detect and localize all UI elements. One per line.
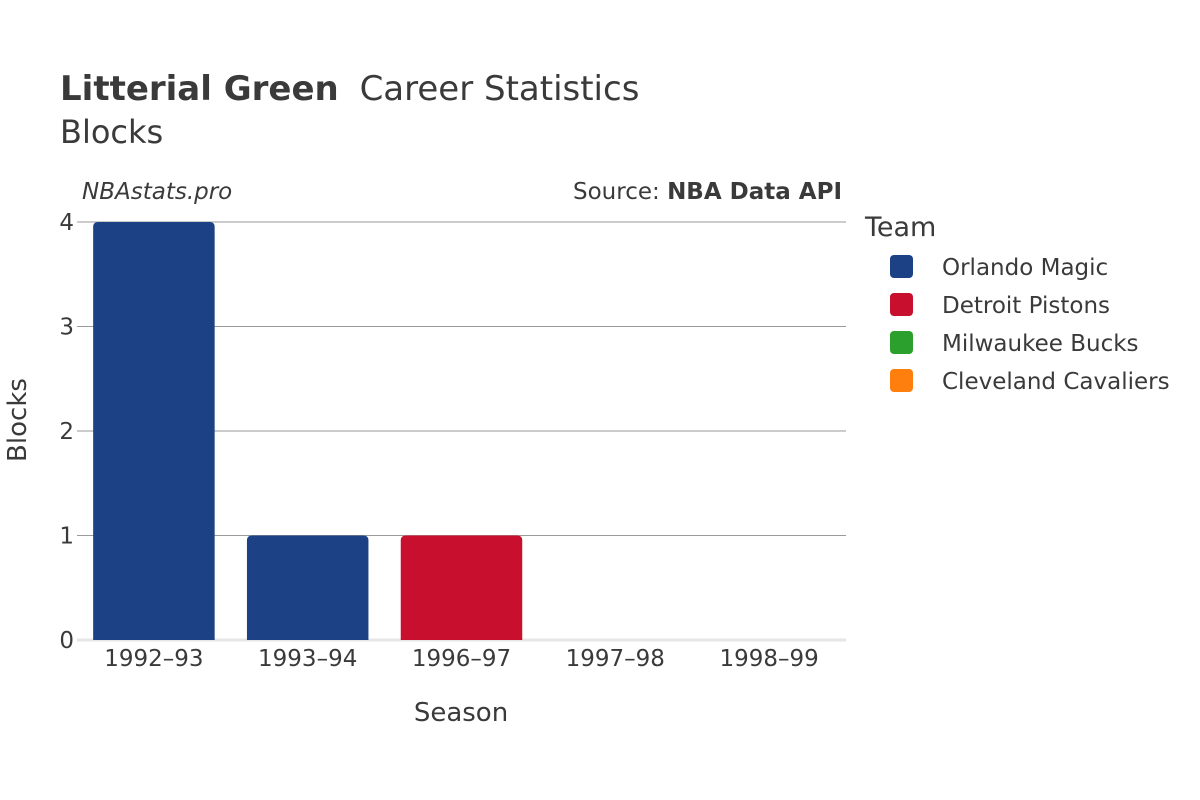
x-tick-label: 1992–93 bbox=[104, 646, 203, 672]
y-tick-label: 0 bbox=[59, 628, 74, 654]
y-tick-label: 2 bbox=[59, 419, 74, 445]
legend-swatch[interactable] bbox=[890, 255, 913, 278]
legend-swatch[interactable] bbox=[890, 331, 913, 354]
legend: Team Orlando Magic Detroit Pistons Milwauk… bbox=[864, 212, 1170, 395]
legend-label[interactable]: Cleveland Cavaliers bbox=[942, 369, 1170, 395]
legend-swatch[interactable] bbox=[890, 293, 913, 316]
legend-label[interactable]: Detroit Pistons bbox=[942, 293, 1110, 319]
legend-title: Team bbox=[864, 212, 936, 243]
y-axis-title: Blocks bbox=[3, 378, 33, 462]
y-tick-labels: 0 1 2 3 4 bbox=[59, 210, 74, 654]
x-tick-labels: 1992–93 1993–94 1996–97 1997–98 1998–99 bbox=[104, 646, 819, 672]
bar[interactable] bbox=[400, 535, 523, 641]
x-tick-label: 1998–99 bbox=[719, 646, 818, 672]
bars bbox=[93, 222, 523, 641]
legend-label[interactable]: Milwaukee Bucks bbox=[942, 331, 1139, 357]
chart-title: Litterial Green Career Statistics bbox=[60, 69, 639, 109]
y-tick-label: 3 bbox=[59, 315, 74, 341]
source-text: Source: NBA Data API bbox=[573, 179, 842, 205]
chart-title-player: Litterial Green bbox=[60, 69, 339, 109]
legend-label[interactable]: Orlando Magic bbox=[942, 255, 1108, 281]
source-label: Source: bbox=[573, 179, 667, 205]
chart-title-suffix: Career Statistics bbox=[360, 69, 640, 109]
bar[interactable] bbox=[246, 535, 369, 641]
x-tick-label: 1997–98 bbox=[566, 646, 665, 672]
bar[interactable] bbox=[93, 222, 215, 640]
legend-items: Orlando Magic Detroit Pistons Milwaukee Bu… bbox=[890, 255, 1170, 395]
chart-subtitle: Blocks bbox=[60, 113, 163, 151]
x-tick-label: 1993–94 bbox=[258, 646, 357, 672]
watermark: NBAstats.pro bbox=[82, 179, 232, 205]
legend-swatch[interactable] bbox=[890, 369, 913, 392]
source-value: NBA Data API bbox=[667, 179, 842, 205]
x-axis-title: Season bbox=[414, 698, 508, 728]
y-tick-label: 1 bbox=[59, 524, 74, 550]
y-tick-label: 4 bbox=[59, 210, 74, 236]
x-tick-label: 1996–97 bbox=[412, 646, 511, 672]
